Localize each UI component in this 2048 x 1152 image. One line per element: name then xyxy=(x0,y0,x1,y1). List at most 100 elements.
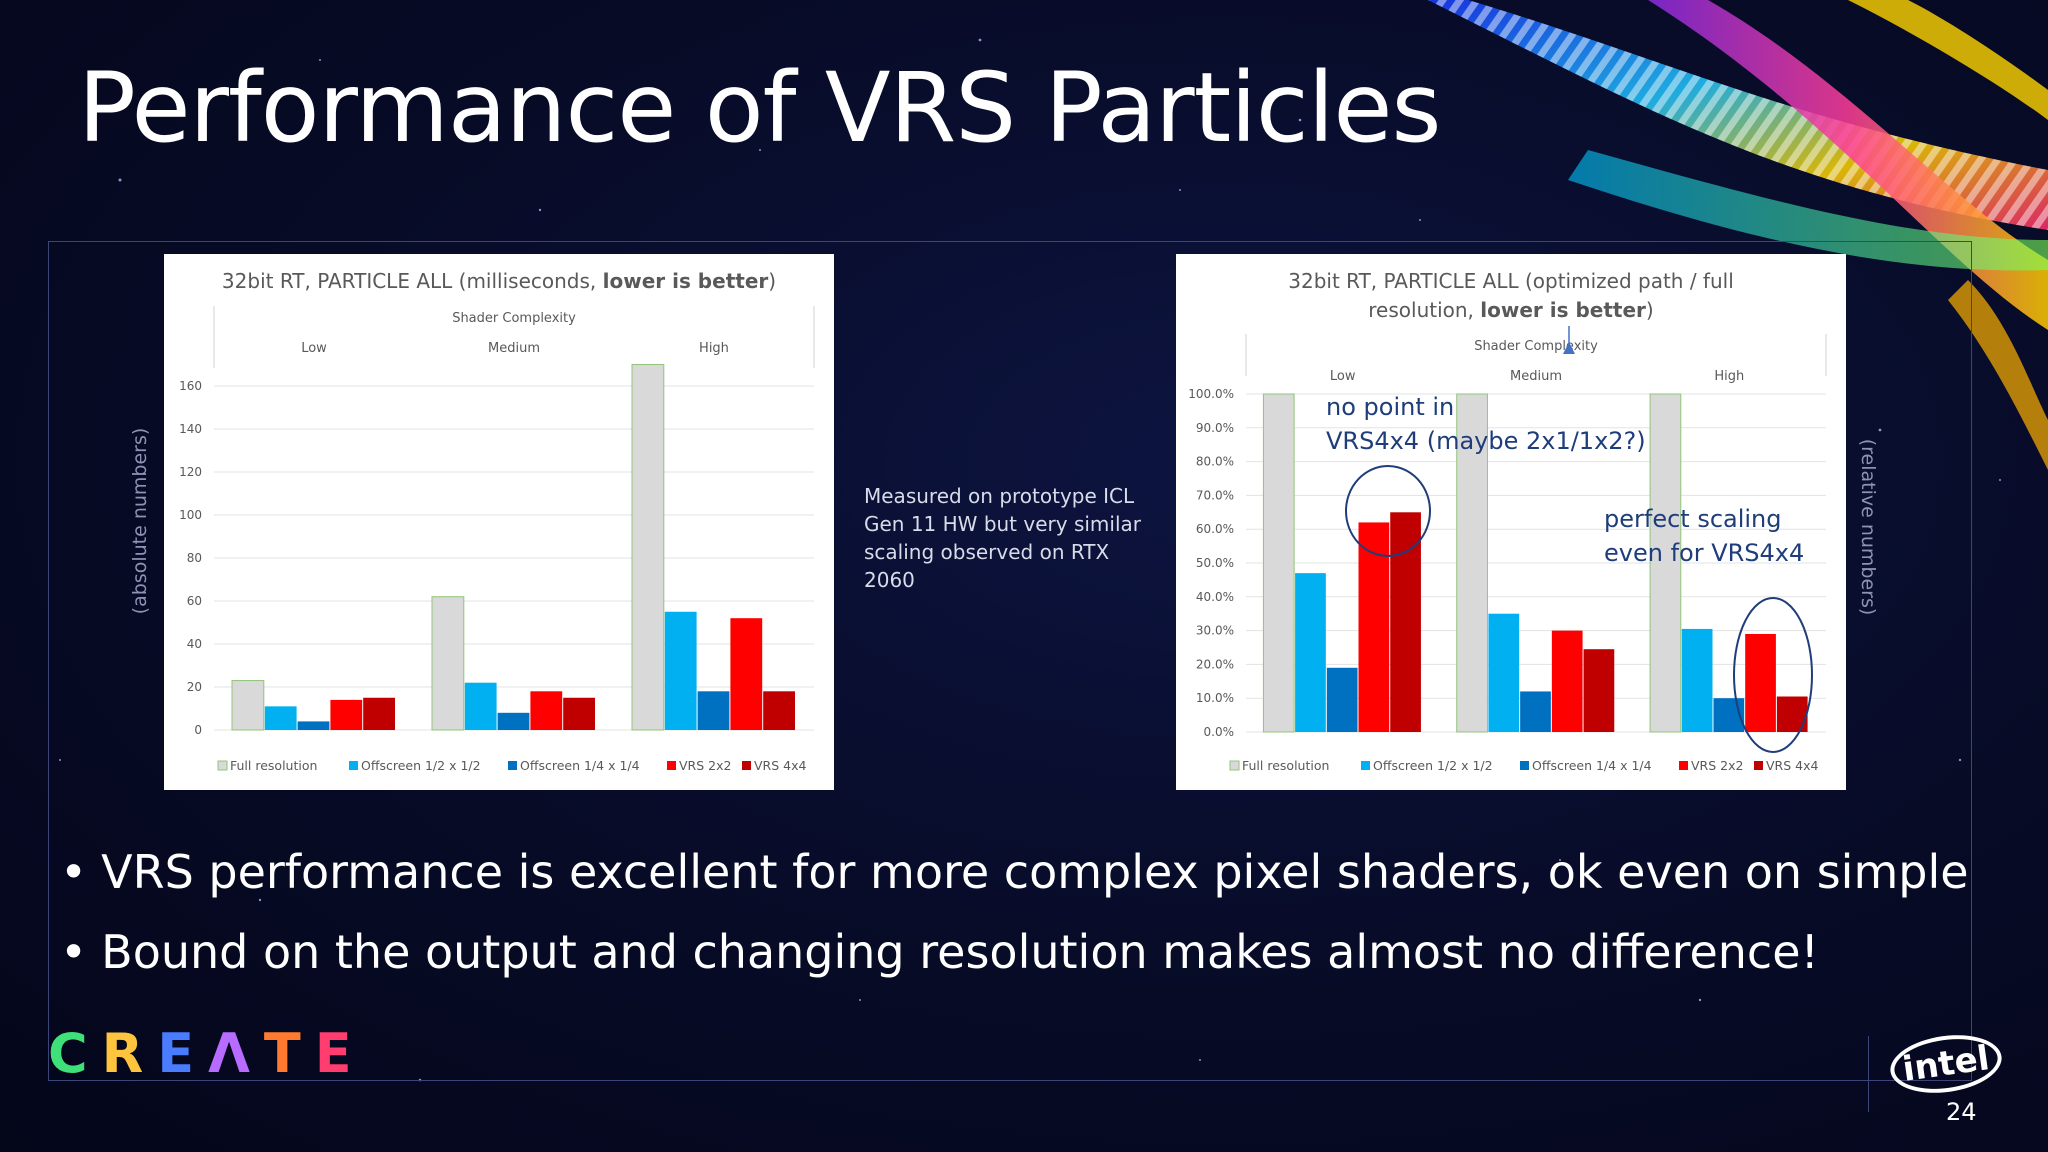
legend-label: Offscreen 1/4 x 1/4 xyxy=(520,758,640,773)
y-tick-label: 160 xyxy=(179,379,202,393)
annotation-perfect-scaling: perfect scaling even for VRS4x4 xyxy=(1604,502,1804,570)
logo-letter: C xyxy=(48,1022,102,1085)
bar-offscreen-1-2-x-1-2-low xyxy=(1295,573,1326,732)
chart-title-line-2: resolution, lower is better) xyxy=(1368,298,1653,322)
bar-offscreen-1-4-x-1-4-medium xyxy=(1520,691,1551,732)
bar-vrs-4x4-low xyxy=(1390,512,1421,732)
bar-vrs-2x2-medium xyxy=(530,691,563,730)
bar-full-resolution-high xyxy=(1649,393,1682,733)
bar-offscreen-1-4-x-1-4-low xyxy=(1326,667,1358,732)
category-label: High xyxy=(699,341,729,356)
category-label: Medium xyxy=(488,341,540,356)
left-chart-panel: 32bit RT, PARTICLE ALL (milliseconds, lo… xyxy=(164,254,834,790)
shader-complexity-header: Shader Complexity xyxy=(452,311,576,326)
legend-swatch xyxy=(1754,761,1763,770)
bar-vrs-2x2-low xyxy=(330,699,363,730)
legend-swatch xyxy=(349,761,358,770)
bar-full-resolution-medium xyxy=(1456,393,1488,733)
chart-title: 32bit RT, PARTICLE ALL (optimized path /… xyxy=(1288,269,1734,293)
right-side-label: (relative numbers) xyxy=(1857,438,1879,616)
bar-full-resolution-low xyxy=(231,680,265,731)
y-tick-label: 0.0% xyxy=(1204,725,1235,739)
logo-letter: E xyxy=(314,1022,366,1085)
create-logo: CREΛTE xyxy=(48,1022,366,1085)
legend-label: Offscreen 1/2 x 1/2 xyxy=(361,758,481,773)
y-tick-label: 10.0% xyxy=(1196,691,1234,705)
annotation-perfect-scaling-line-2: even for VRS4x4 xyxy=(1604,539,1805,567)
bar-full-resolution-low xyxy=(1262,393,1295,733)
left-side-label: (absolute numbers) xyxy=(129,427,151,615)
content-frame xyxy=(48,241,1972,1081)
legend-swatch xyxy=(508,761,517,770)
y-tick-label: 60.0% xyxy=(1196,522,1234,536)
bar-vrs-4x4-high xyxy=(763,691,795,730)
legend-swatch xyxy=(1361,761,1370,770)
legend-swatch xyxy=(742,761,751,770)
y-tick-label: 40.0% xyxy=(1196,590,1234,604)
category-label: High xyxy=(1714,369,1744,384)
bar-offscreen-1-2-x-1-2-high xyxy=(664,611,697,730)
bullet-item: VRS performance is excellent for more co… xyxy=(60,832,1968,912)
bar-vrs-2x2-medium xyxy=(1551,630,1583,732)
bullet-item: Bound on the output and changing resolut… xyxy=(60,912,1969,992)
annotation-no-point: no point in VRS4x4 (maybe 2x1/1x2?) xyxy=(1326,390,1646,458)
y-tick-label: 0 xyxy=(194,723,202,737)
legend-swatch xyxy=(1229,760,1240,771)
logo-letter: E xyxy=(157,1022,209,1085)
y-tick-label: 20.0% xyxy=(1196,657,1234,671)
category-label: Low xyxy=(301,341,327,356)
legend-swatch xyxy=(667,761,676,770)
bar-offscreen-1-4-x-1-4-high xyxy=(697,691,730,730)
left-chart: 32bit RT, PARTICLE ALL (milliseconds, lo… xyxy=(179,269,815,773)
y-tick-label: 70.0% xyxy=(1196,488,1234,502)
legend-label: VRS 2x2 xyxy=(679,758,731,773)
bar-vrs-2x2-low xyxy=(1358,522,1390,732)
logo-letter: Λ xyxy=(208,1022,264,1085)
y-tick-label: 50.0% xyxy=(1196,556,1234,570)
bar-vrs-4x4-medium xyxy=(563,697,595,730)
right-chart-panel: 32bit RT, PARTICLE ALL (optimized path /… xyxy=(1176,254,1846,790)
footer-divider xyxy=(1868,1036,1869,1112)
bar-vrs-2x2-high xyxy=(1745,633,1776,732)
legend-label: VRS 4x4 xyxy=(754,758,806,773)
page-number: 24 xyxy=(1946,1098,1977,1126)
y-tick-label: 80.0% xyxy=(1196,455,1234,469)
chart-title: 32bit RT, PARTICLE ALL (milliseconds, lo… xyxy=(222,269,776,293)
y-tick-label: 60 xyxy=(187,594,202,608)
annotation-no-point-line-1: no point in xyxy=(1326,393,1455,421)
bar-offscreen-1-2-x-1-2-medium xyxy=(1488,613,1520,732)
y-tick-label: 90.0% xyxy=(1196,421,1234,435)
legend-swatch xyxy=(217,760,228,771)
y-tick-label: 100 xyxy=(179,508,202,522)
legend-label: Offscreen 1/2 x 1/2 xyxy=(1373,758,1493,773)
slide-title: Performance of VRS Particles xyxy=(78,52,1441,164)
bullet-list: VRS performance is excellent for more co… xyxy=(60,832,1969,992)
bar-full-resolution-high xyxy=(631,364,665,731)
legend-label: Offscreen 1/4 x 1/4 xyxy=(1532,758,1652,773)
logo-letter: T xyxy=(263,1022,315,1085)
shader-complexity-header: Shader Complexity xyxy=(1474,339,1598,354)
category-label: Medium xyxy=(1510,369,1562,384)
y-tick-label: 120 xyxy=(179,465,202,479)
legend-label: Full resolution xyxy=(1242,758,1329,773)
bar-vrs-4x4-medium xyxy=(1583,649,1615,732)
logo-letter: R xyxy=(101,1022,158,1085)
bar-offscreen-1-4-x-1-4-medium xyxy=(497,712,530,730)
right-chart: 32bit RT, PARTICLE ALL (optimized path /… xyxy=(1188,269,1827,773)
legend-swatch xyxy=(1520,761,1529,770)
highlight-circle-high-vrs xyxy=(1733,597,1813,753)
bar-full-resolution-medium xyxy=(431,596,465,731)
y-tick-label: 20 xyxy=(187,680,202,694)
y-tick-label: 140 xyxy=(179,422,202,436)
measurement-note: Measured on prototype ICL Gen 11 HW but … xyxy=(864,484,1141,592)
bar-offscreen-1-2-x-1-2-high xyxy=(1681,628,1713,732)
annotation-no-point-line-2: VRS4x4 (maybe 2x1/1x2?) xyxy=(1326,427,1646,455)
legend-label: VRS 4x4 xyxy=(1766,758,1818,773)
bar-vrs-2x2-high xyxy=(730,618,763,730)
legend-label: VRS 2x2 xyxy=(1691,758,1743,773)
y-tick-label: 100.0% xyxy=(1188,387,1234,401)
legend-swatch xyxy=(1679,761,1688,770)
annotation-perfect-scaling-line-1: perfect scaling xyxy=(1604,505,1782,533)
bar-offscreen-1-2-x-1-2-low xyxy=(264,706,297,730)
y-tick-label: 80 xyxy=(187,551,202,565)
